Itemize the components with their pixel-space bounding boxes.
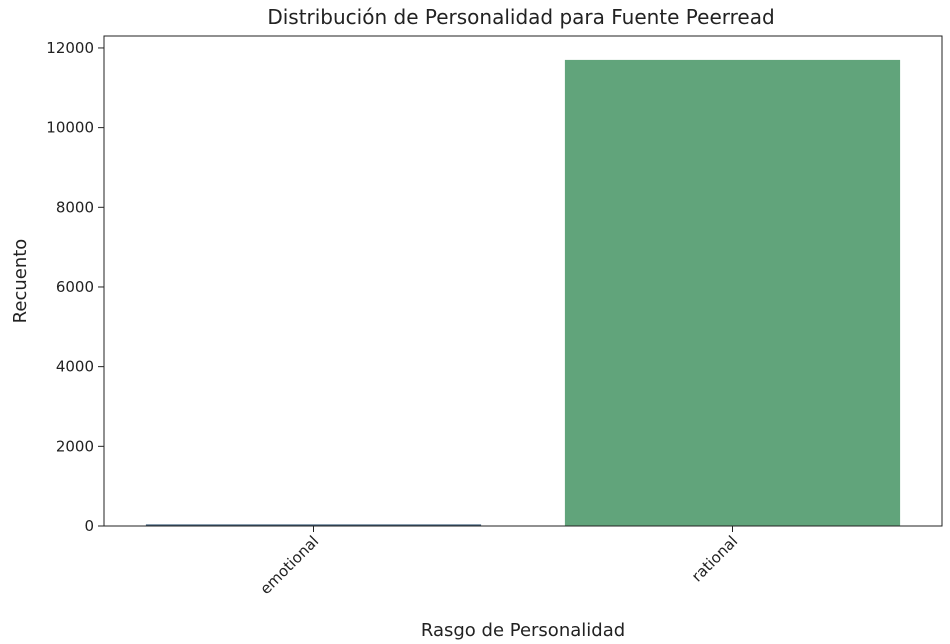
chart-title: Distribución de Personalidad para Fuente… — [267, 5, 774, 29]
x-tick-label-rational: rational — [688, 532, 741, 585]
bar-rational — [564, 59, 901, 527]
y-tick-label: 8000 — [56, 198, 94, 216]
y-axis-label: Recuento — [10, 239, 31, 324]
x-axis-ticks: emotional rational — [256, 526, 741, 598]
y-tick-label: 2000 — [56, 437, 94, 455]
y-tick-label: 10000 — [46, 119, 94, 137]
y-tick-label: 6000 — [56, 278, 94, 296]
y-tick-label: 0 — [84, 517, 94, 535]
x-tick-label-emotional: emotional — [256, 532, 322, 598]
x-axis-label: Rasgo de Personalidad — [421, 620, 625, 641]
bars-group — [145, 59, 901, 527]
y-tick-label: 4000 — [56, 358, 94, 376]
y-axis-ticks: 0 2000 4000 6000 8000 10000 12000 — [46, 39, 104, 535]
y-tick-label: 12000 — [46, 39, 94, 57]
bar-emotional — [145, 524, 482, 526]
plot-area: 0 2000 4000 6000 8000 10000 12000 emotional rat… — [46, 35, 943, 598]
plot-frame — [103, 35, 943, 527]
